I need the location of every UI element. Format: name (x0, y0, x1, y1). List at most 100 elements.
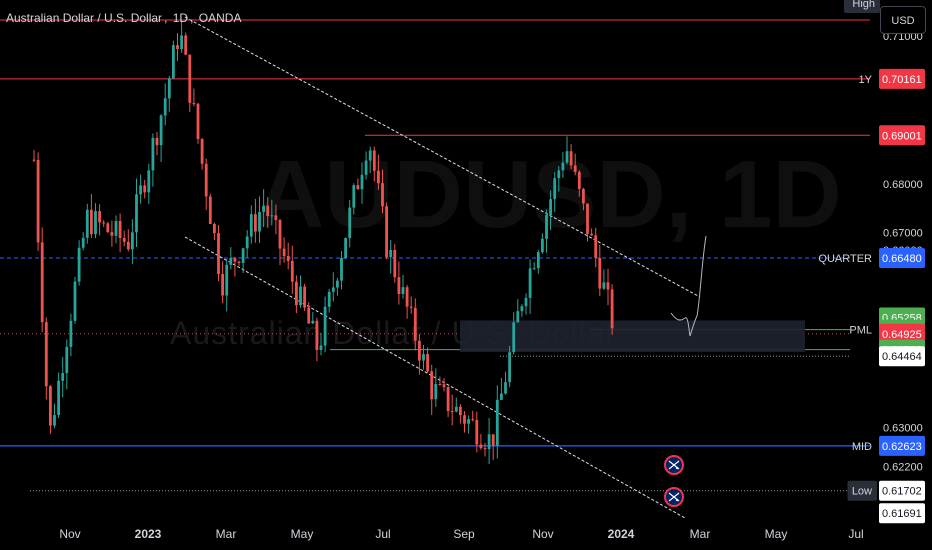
candle-body (598, 257, 602, 289)
candle-body (545, 214, 548, 239)
candle-body (331, 287, 335, 292)
candle-body (393, 249, 397, 278)
price-badge-low[interactable]: 0.61702 (879, 480, 925, 501)
candle-body (213, 223, 216, 234)
event-flag-icon[interactable] (664, 487, 684, 507)
time-tick-label[interactable]: Mar (690, 527, 711, 541)
time-tick-label[interactable]: Sep (453, 527, 475, 541)
candle-body (282, 248, 286, 256)
candle-body (323, 306, 327, 346)
candle-body (106, 223, 110, 233)
symbol-title: Australian Dollar / U.S. Dollar, 1D, OAN… (6, 11, 243, 25)
level-tag-mid[interactable]: MID (852, 441, 872, 453)
candle-body (487, 434, 491, 450)
candle-body (53, 415, 56, 426)
price-axis[interactable]: 0.680000.670000.630000.622000.710000.700… (818, 0, 925, 524)
level-tag-high[interactable]: High (844, 0, 880, 13)
flag-star (675, 466, 679, 470)
candle-body (397, 277, 401, 294)
candle-body (434, 383, 438, 400)
candle-body (299, 286, 302, 306)
candle-body (409, 306, 413, 308)
time-tick-label[interactable]: Nov (59, 527, 80, 541)
price-badge-1y-text: 0.70161 (882, 74, 922, 86)
event-flag-icon[interactable] (664, 455, 684, 475)
candle-body (278, 220, 282, 249)
candle-body (360, 174, 364, 190)
level-tag-low[interactable]: Low (847, 480, 878, 501)
candle-body (221, 274, 224, 296)
candle-body (254, 214, 257, 232)
price-badge-061691-bg (879, 503, 925, 524)
price-badge-064464-text: 0.64464 (882, 351, 922, 363)
candle-body (385, 206, 388, 258)
candle-body (32, 159, 36, 161)
candle-body (147, 170, 151, 193)
candle-body (569, 151, 573, 166)
price-badge-quarter[interactable]: 0.66480 (879, 248, 925, 269)
time-tick-label[interactable]: Jul (375, 527, 390, 541)
time-tick-label[interactable]: 2024 (608, 527, 635, 541)
candle-body (401, 287, 405, 294)
price-badge-1y[interactable]: 0.70161 (879, 68, 925, 89)
time-tick-label[interactable]: Mar (216, 527, 237, 541)
candle-body (57, 380, 60, 416)
candle-body (126, 241, 130, 250)
candle-body (430, 371, 434, 400)
channel-lower-line[interactable] (184, 236, 686, 519)
time-tick-label[interactable]: Jul (848, 527, 863, 541)
candle-body (524, 297, 528, 307)
candle-body (270, 215, 274, 217)
candle-body (450, 411, 454, 413)
trend-channel[interactable] (184, 16, 701, 519)
price-badge-069001[interactable]: 0.69001 (879, 125, 925, 146)
currency-button[interactable]: USD (880, 6, 926, 34)
candle-body (602, 282, 606, 289)
candle-body (508, 352, 511, 383)
level-tag-1y[interactable]: 1Y (859, 74, 873, 86)
channel-upper-line[interactable] (184, 16, 701, 298)
candle-body (426, 354, 429, 372)
level-tag-low-text: Low (852, 486, 872, 498)
zone-rectangles (460, 320, 805, 353)
candle-body (606, 282, 610, 290)
candle-body (241, 248, 245, 263)
level-tag-pml[interactable]: PML (849, 325, 872, 337)
candle-body (459, 406, 462, 416)
candle-body (561, 162, 565, 171)
level-tag-quarter[interactable]: QUARTER (818, 253, 872, 265)
candle-body (495, 399, 499, 446)
horizontal-levels (0, 19, 870, 492)
candle-body (372, 150, 376, 171)
candle-body (573, 165, 577, 172)
candle-body (204, 163, 208, 197)
price-badge-mid[interactable]: 0.62623 (879, 435, 925, 456)
time-tick-label[interactable]: Nov (532, 527, 553, 541)
candle-body (471, 419, 475, 421)
candle-body (131, 232, 134, 250)
candle-body (364, 160, 368, 175)
price-badge-low-text: 0.61702 (882, 486, 922, 498)
price-badge-061691[interactable]: 0.61691 (879, 503, 925, 524)
candle-body (340, 257, 343, 281)
time-axis[interactable]: Nov 2023 Mar May Jul Sep Nov 2024 Mar May Jul (59, 527, 863, 541)
candle-body (295, 281, 298, 306)
candle-body (94, 211, 97, 235)
candle-body (286, 255, 290, 261)
level-tag-quarter-text: QUARTER (818, 253, 872, 265)
time-tick-label[interactable]: May (291, 527, 314, 541)
price-badge-064464[interactable]: 0.64464 (879, 346, 925, 367)
candle-body (516, 311, 520, 323)
time-tick-label[interactable]: 2023 (135, 527, 162, 541)
candle-body (200, 138, 204, 164)
candle-body (225, 264, 229, 296)
candle-body (85, 209, 89, 238)
event-markers[interactable] (664, 455, 684, 507)
candle-body (102, 222, 106, 224)
price-tick-label: 0.68000 (883, 179, 923, 191)
time-tick-label[interactable]: May (765, 527, 788, 541)
price-badge-064464-bg (879, 346, 925, 367)
candle-body (139, 185, 142, 195)
